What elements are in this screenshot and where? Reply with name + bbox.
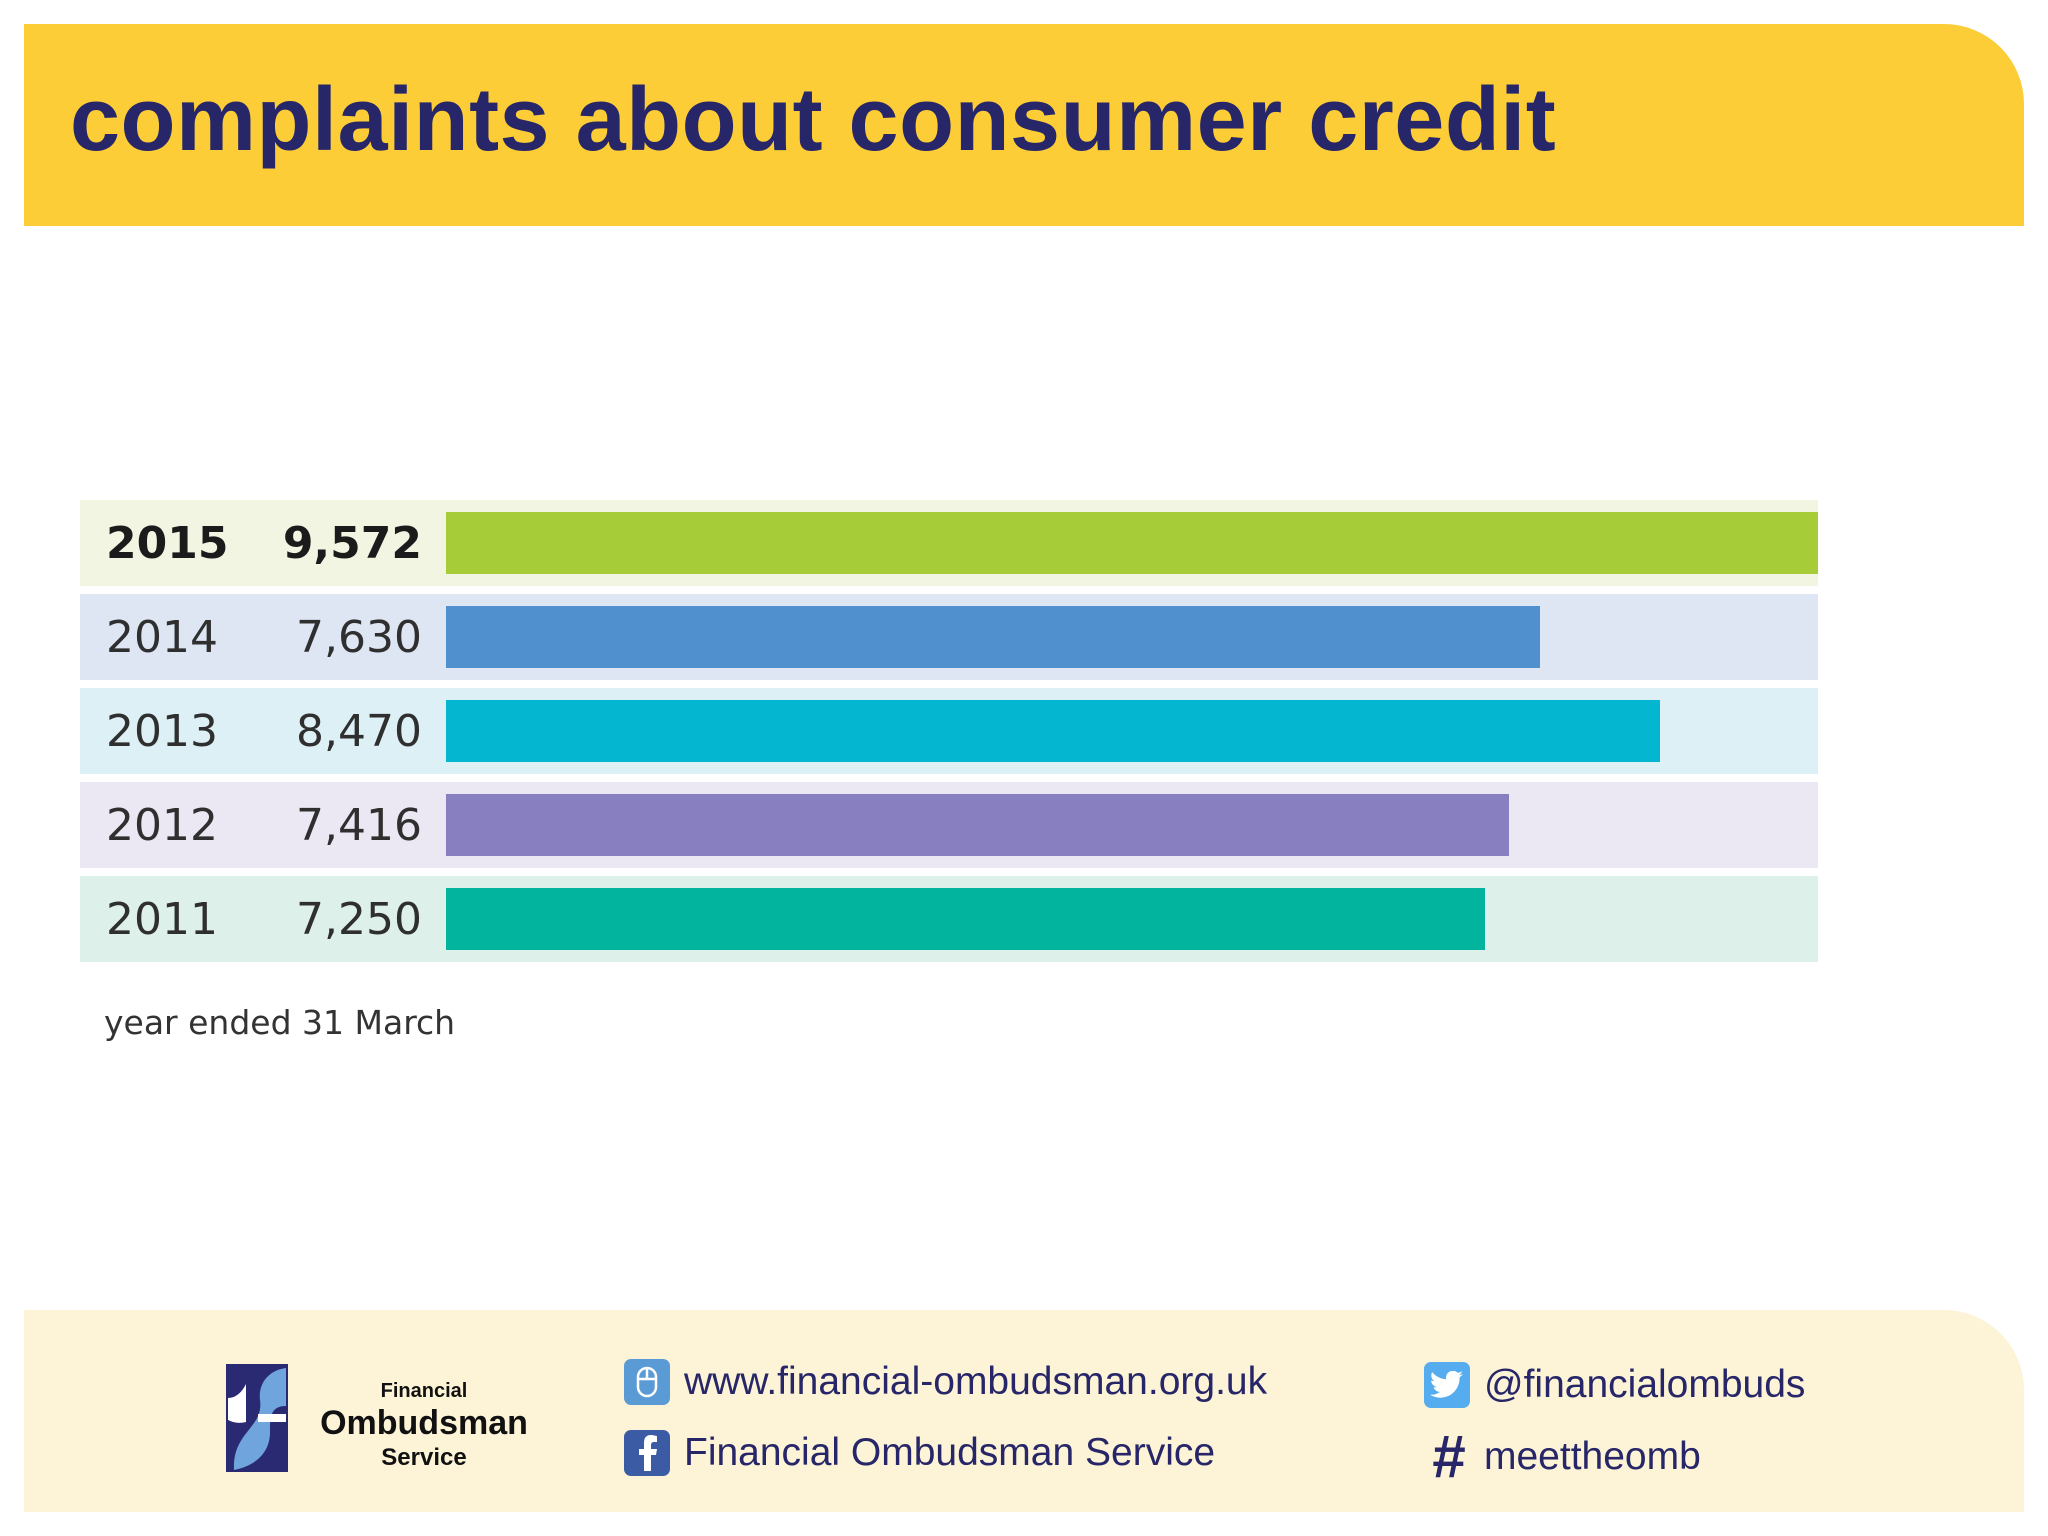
logo-line-ombudsman: Ombudsman xyxy=(320,1404,528,1442)
bar-2012 xyxy=(446,794,1509,856)
bar-2011 xyxy=(446,888,1485,950)
year-label-2012: 2012 xyxy=(106,800,218,851)
footer: Financial Ombudsman Service www.financia… xyxy=(24,1310,2024,1512)
logo-text: Financial Ombudsman Service xyxy=(304,1362,564,1482)
bar-2015 xyxy=(446,512,1818,574)
year-label-2011: 2011 xyxy=(106,894,218,945)
hashtag-link[interactable]: # meettheomb xyxy=(1426,1423,1701,1490)
chart-footnote: year ended 31 March xyxy=(104,1003,455,1042)
twitter-link[interactable]: @financialombuds xyxy=(1424,1360,1805,1410)
bar-2013 xyxy=(446,700,1660,762)
fos-logo: Financial Ombudsman Service xyxy=(224,1362,564,1482)
facebook-icon xyxy=(624,1430,670,1476)
value-label-2012: 7,416 xyxy=(296,800,422,851)
year-label-2015: 2015 xyxy=(106,518,228,569)
year-label-2013: 2013 xyxy=(106,706,218,757)
bar-chart: 2015 9,572 2014 7,630 2013 8,470 2012 7,416 2011… xyxy=(80,500,1818,1042)
hashtag-text: meettheomb xyxy=(1484,1435,1701,1478)
facebook-link[interactable]: Financial Ombudsman Service xyxy=(624,1428,1215,1478)
header-banner: complaints about consumer credit xyxy=(24,24,2024,226)
hashtag-icon: # xyxy=(1432,1423,1466,1490)
facebook-text: Financial Ombudsman Service xyxy=(684,1431,1216,1474)
website-text: www.financial-ombudsman.org.uk xyxy=(684,1360,1268,1403)
value-label-2011: 7,250 xyxy=(296,894,422,945)
value-label-2014: 7,630 xyxy=(296,612,422,663)
year-label-2014: 2014 xyxy=(106,612,218,663)
mouse-icon xyxy=(624,1359,670,1405)
website-link[interactable]: www.financial-ombudsman.org.uk xyxy=(624,1357,1267,1407)
logo-line-financial: Financial xyxy=(380,1380,468,1402)
bar-2014 xyxy=(446,606,1540,668)
logo-line-service: Service xyxy=(381,1444,467,1471)
twitter-icon xyxy=(1424,1362,1470,1408)
value-label-2015: 9,572 xyxy=(283,518,422,569)
twitter-text: @financialombuds xyxy=(1484,1363,1806,1406)
page-title: complaints about consumer credit xyxy=(70,70,1557,170)
fos-logo-mark-icon xyxy=(226,1364,288,1472)
value-label-2013: 8,470 xyxy=(296,706,422,757)
